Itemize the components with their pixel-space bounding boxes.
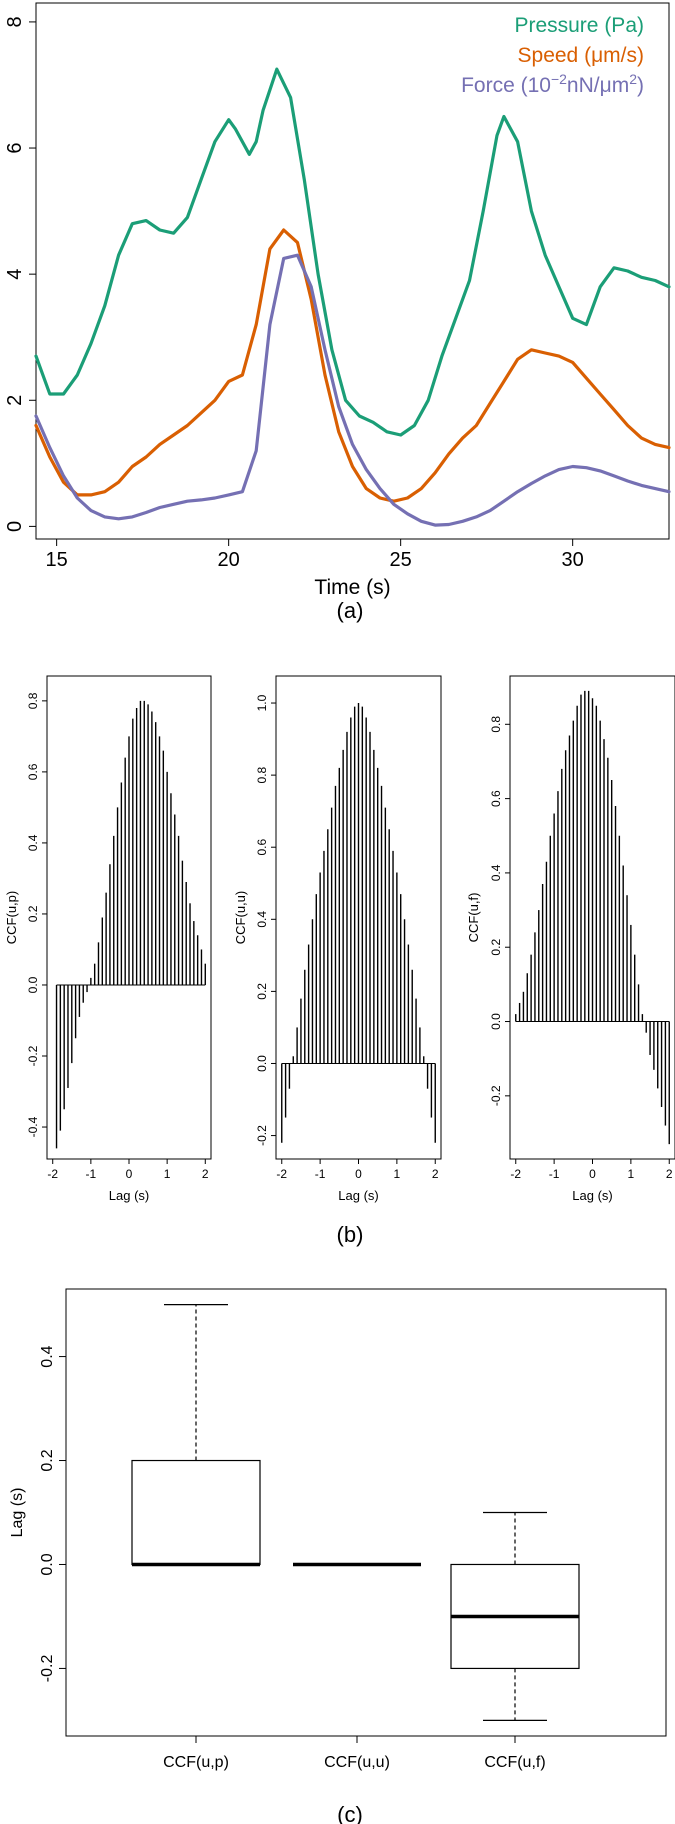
y-tick-label: 0.2: [489, 939, 503, 956]
y-tick-label: 0.8: [26, 692, 40, 709]
x-tick-label: 1: [394, 1167, 401, 1181]
y-tick-label: -0.4: [26, 1116, 40, 1137]
x-axis-label: Lag (s): [338, 1188, 378, 1203]
y-tick-label: 0.6: [255, 839, 269, 856]
x-tick-label: 30: [562, 549, 584, 571]
panel-b2-ccf-uu: -2 -1 0 1 2 -0.2 0.0 0.2 0.4 0.6 0.8 1.0 Lag (s) CCF(…: [233, 675, 442, 1203]
y-tick-label: 0.0: [39, 1553, 56, 1575]
legend-entry-force: Force (10−2nN/μm2): [461, 71, 644, 97]
y-tick-label: -0.2: [26, 1045, 40, 1066]
y-tick-label: 0.2: [26, 905, 40, 922]
y-tick-label: 0.2: [39, 1449, 56, 1471]
y-axis-label: Lag (s): [9, 1488, 26, 1538]
y-tick-label: 0.4: [26, 834, 40, 851]
panel-c-boxplot: CCF(u,p) CCF(u,u) CCF(u,f) -0.2 0.0 0.2 0.4 Lag…: [9, 1288, 667, 1771]
x-tick-label: 0: [589, 1167, 596, 1181]
panel-a-line-chart: 15 20 25 30 0 2 4 6 8 Time (s) Pressure (Pa) Speed …: [4, 2, 671, 599]
x-tick-label: -2: [276, 1167, 287, 1181]
x-tick-label: -1: [86, 1167, 97, 1181]
x-tick-label: -2: [47, 1167, 58, 1181]
y-tick-label: 0.4: [39, 1345, 56, 1367]
y-tick-label: 0.6: [489, 790, 503, 807]
y-tick-label: 0.8: [255, 766, 269, 783]
x-tick-label: 1: [164, 1167, 171, 1181]
x-axis-label: Time (s): [314, 576, 390, 599]
panel-b1-ccf-up: -2 -1 0 1 2 -0.4 -0.2 0.0 0.2 0.4 0.6 0.8 Lag (s) CCF…: [4, 675, 212, 1203]
panel-a-label: (a): [337, 598, 364, 623]
x-tick-label: -1: [315, 1167, 326, 1181]
x-tick-label: 20: [218, 549, 240, 571]
x-tick-label: 2: [202, 1167, 209, 1181]
y-tick-label: 1.0: [255, 694, 269, 711]
y-tick-label: 0.0: [489, 1013, 503, 1030]
legend-entry-speed: Speed (μm/s): [518, 44, 644, 67]
x-tick-label: 0: [126, 1167, 133, 1181]
y-tick-label: 0.0: [26, 976, 40, 993]
y-tick-label: 6: [4, 142, 26, 153]
x-tick-label: 1: [628, 1167, 635, 1181]
series-line-0: [34, 67, 671, 437]
y-tick-label: 0.0: [255, 1055, 269, 1072]
y-tick-label: -0.2: [39, 1655, 56, 1683]
y-tick-label: 4: [4, 269, 26, 280]
y-tick-label: 0: [4, 521, 26, 532]
y-tick-label: 0.8: [489, 716, 503, 733]
x-tick-label: 2: [432, 1167, 439, 1181]
panel-b3-ccf-uf: -2 -1 0 1 2 -0.2 0.0 0.2 0.4 0.6 0.8 Lag (s) CCF(u,f…: [466, 675, 675, 1203]
series-line-2: [34, 253, 671, 527]
panel-c-label: (c): [337, 1802, 363, 1824]
x-tick-label: 25: [390, 549, 412, 571]
y-axis-label: CCF(u,u): [233, 891, 248, 944]
legend-entry-pressure: Pressure (Pa): [514, 14, 644, 37]
x-tick-label: -1: [549, 1167, 560, 1181]
x-tick-label: CCF(u,f): [484, 1754, 545, 1771]
y-tick-label: 0.4: [255, 911, 269, 928]
y-tick-label: 8: [4, 16, 26, 27]
panel-b-label: (b): [337, 1222, 364, 1247]
x-tick-label: 0: [355, 1167, 362, 1181]
y-tick-label: 0.6: [26, 763, 40, 780]
x-axis-label: Lag (s): [109, 1188, 149, 1203]
x-tick-label: 2: [666, 1167, 673, 1181]
x-axis-label: Lag (s): [572, 1188, 612, 1203]
y-tick-label: 0.2: [255, 983, 269, 1000]
x-tick-label: CCF(u,u): [324, 1754, 390, 1771]
y-axis-label: CCF(u,f): [466, 893, 481, 943]
y-tick-label: 0.4: [489, 864, 503, 881]
y-tick-label: 2: [4, 395, 26, 406]
box: [131, 1459, 261, 1566]
y-tick-label: -0.2: [489, 1085, 503, 1106]
boxplot-frame: [65, 1288, 667, 1737]
x-tick-label: -2: [510, 1167, 521, 1181]
x-tick-label: 15: [46, 549, 68, 571]
y-axis-label: CCF(u,p): [4, 891, 19, 944]
panel-a-plot-frame: [35, 2, 670, 540]
y-tick-label: -0.2: [255, 1125, 269, 1146]
x-tick-label: CCF(u,p): [163, 1754, 229, 1771]
series-line-1: [34, 228, 671, 503]
